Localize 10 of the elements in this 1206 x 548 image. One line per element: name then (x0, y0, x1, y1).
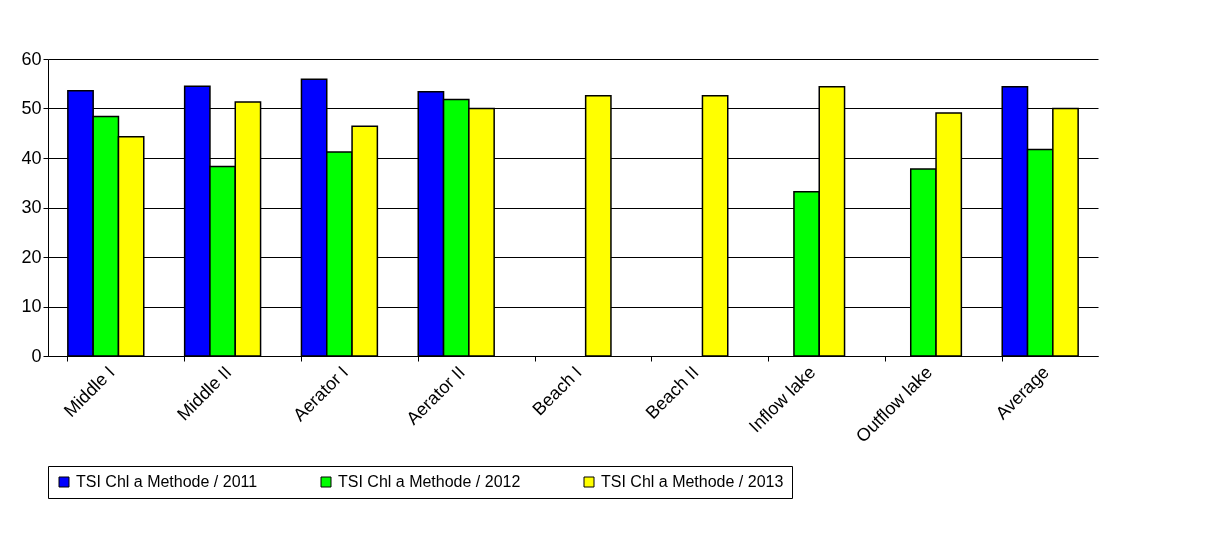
legend-label: TSI Chl a Methode / 2011 (76, 473, 258, 490)
legend-label: TSI Chl a Methode / 2012 (338, 473, 521, 490)
y-tick-label: 50 (21, 98, 42, 118)
y-tick-label: 60 (21, 48, 42, 69)
legend-label: TSI Chl a Methode / 2013 (601, 473, 784, 490)
y-tick-label: 40 (21, 147, 42, 168)
y-tick-label: 10 (21, 296, 42, 316)
y-tick-label: 20 (21, 246, 42, 267)
y-tick-label: 30 (21, 197, 42, 217)
y-tick-label: 0 (31, 345, 42, 366)
